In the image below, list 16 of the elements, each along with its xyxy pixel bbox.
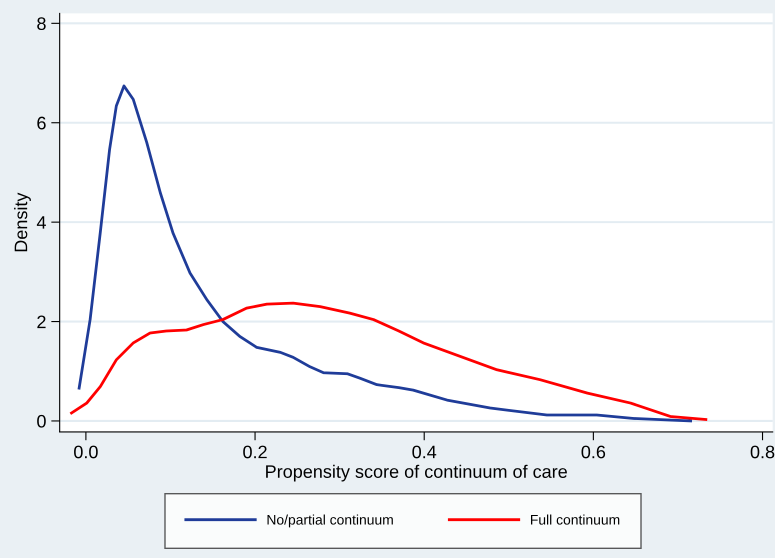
y-axis-title: Density	[14, 192, 31, 252]
line-series	[70, 302, 708, 421]
y-tick-label: 4	[36, 216, 46, 229]
x-tick-label: 0.4	[412, 446, 436, 458]
y-tick-label: 2	[37, 315, 46, 328]
line-series	[78, 84, 692, 422]
y-tick-label: 0	[37, 414, 46, 428]
x-tick-label: 0.0	[74, 446, 98, 458]
x-tick-label: 0.6	[582, 446, 606, 458]
y-tick-label: 6	[37, 116, 46, 130]
legend-label: No/partial continuum	[268, 514, 393, 528]
x-tick-label: 0.8	[750, 446, 774, 458]
legend-label: Full continuum	[531, 514, 620, 525]
y-tick-label: 8	[37, 17, 46, 30]
x-tick-label: 0.2	[243, 446, 267, 458]
x-axis-title: Propensity score of continuum of care	[266, 464, 567, 482]
